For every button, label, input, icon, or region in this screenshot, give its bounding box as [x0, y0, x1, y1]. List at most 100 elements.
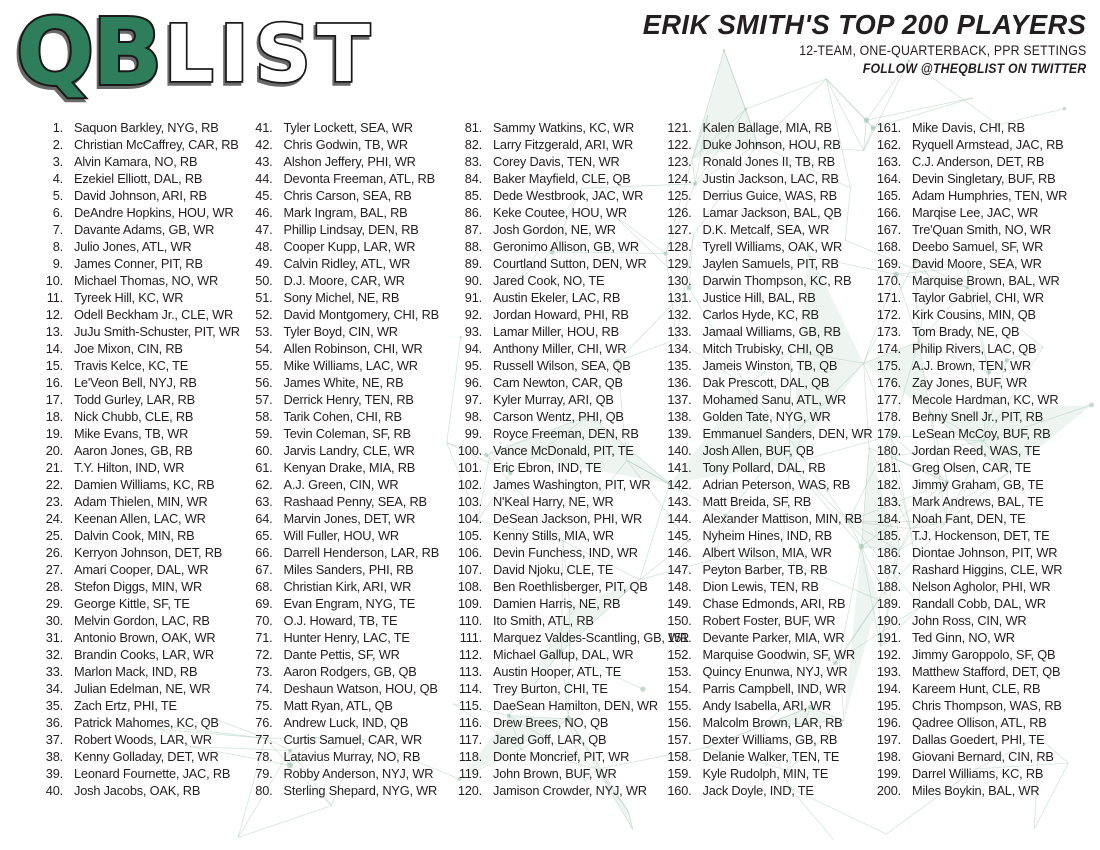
player-row: 112. Michael Gallup, DAL, WR — [455, 646, 655, 663]
player-rank: 150. — [667, 613, 692, 628]
player-rank: 121. — [667, 120, 692, 135]
player-entry: Tony Pollard, DAL, RB — [702, 460, 826, 475]
player-entry: N'Keal Harry, NE, WR — [493, 494, 614, 509]
player-row: 101. Eric Ebron, IND, TE — [455, 459, 655, 476]
player-entry: Andrew Luck, IND, QB — [283, 715, 409, 730]
player-entry: Brandin Cooks, LAR, WR — [74, 647, 214, 662]
player-row: 77. Curtis Samuel, CAR, WR — [246, 731, 446, 748]
player-entry: Randall Cobb, DAL, WR — [912, 596, 1046, 611]
player-row: 151. Devante Parker, MIA, WR — [665, 629, 865, 646]
player-entry: Qadree Ollison, ATL, RB — [912, 715, 1047, 730]
player-rank: 59. — [255, 426, 273, 441]
player-entry: Dion Lewis, TEN, RB — [702, 579, 819, 594]
player-row: 107. David Njoku, CLE, TE — [455, 561, 655, 578]
player-rank: 107. — [457, 562, 482, 577]
player-rank: 120. — [457, 783, 482, 798]
player-row: 58. Tarik Cohen, CHI, RB — [246, 408, 446, 425]
player-rank: 173. — [876, 324, 901, 339]
player-rank: 29. — [45, 596, 63, 611]
player-rank: 183. — [876, 494, 901, 509]
player-rank: 53. — [255, 324, 273, 339]
player-row: 135. Jameis Winston, TB, QB — [665, 357, 865, 374]
player-entry: Eric Ebron, IND, TE — [493, 460, 602, 475]
player-entry: Jordan Reed, WAS, TE — [912, 443, 1041, 458]
player-row: 95. Russell Wilson, SEA, QB — [455, 357, 655, 374]
player-rank: 190. — [876, 613, 901, 628]
player-entry: Matt Ryan, ATL, QB — [283, 698, 393, 713]
player-row: 79. Robby Anderson, NYJ, WR — [246, 765, 446, 782]
player-entry: Adrian Peterson, WAS, RB — [702, 477, 851, 492]
player-rank: 1. — [52, 120, 63, 135]
player-rank: 179. — [876, 426, 901, 441]
player-row: 180. Jordan Reed, WAS, TE — [874, 442, 1074, 459]
player-row: 56. James White, NE, RB — [246, 374, 446, 391]
player-row: 30. Melvin Gordon, LAC, RB — [36, 612, 236, 629]
player-row: 97. Kyler Murray, ARI, QB — [455, 391, 655, 408]
player-entry: Marquise Goodwin, SF, WR — [702, 647, 856, 662]
player-rank: 198. — [876, 749, 901, 764]
player-rank: 79. — [255, 766, 273, 781]
player-row: 59. Tevin Coleman, SF, RB — [246, 425, 446, 442]
player-rank: 85. — [464, 188, 482, 203]
player-rank: 93. — [464, 324, 482, 339]
player-row: 19. Mike Evans, TB, WR — [36, 425, 236, 442]
player-entry: T.J. Hockenson, DET, TE — [912, 528, 1050, 543]
player-row: 4. Ezekiel Elliott, DAL, RB — [36, 170, 236, 187]
player-rank: 73. — [255, 664, 273, 679]
player-entry: Julian Edelman, NE, WR — [74, 681, 211, 696]
player-entry: Alvin Kamara, NO, RB — [74, 154, 198, 169]
league-settings-subtitle: 12-TEAM, ONE-QUARTERBACK, PPR SETTINGS — [798, 42, 1086, 59]
player-row: 55. Mike Williams, LAC, WR — [246, 357, 446, 374]
player-entry: Ronald Jones II, TB, RB — [702, 154, 836, 169]
player-entry: Drew Brees, NO, QB — [493, 715, 609, 730]
player-entry: Josh Allen, BUF, QB — [702, 443, 815, 458]
player-entry: Christian McCaffrey, CAR, RB — [74, 137, 239, 152]
player-rank: 41. — [255, 120, 273, 135]
player-rank: 156. — [667, 715, 692, 730]
player-rank: 78. — [255, 749, 273, 764]
player-row: 189. Randall Cobb, DAL, WR — [874, 595, 1074, 612]
player-rank: 49. — [255, 256, 273, 271]
player-rank: 51. — [255, 290, 273, 305]
player-row: 11. Tyreek Hill, KC, WR — [36, 289, 236, 306]
player-row: 44. Devonta Freeman, ATL, RB — [246, 170, 446, 187]
player-entry: Kyler Murray, ARI, QB — [493, 392, 614, 407]
player-entry: Jordan Howard, PHI, RB — [493, 307, 629, 322]
player-entry: JuJu Smith-Schuster, PIT, WR — [74, 324, 240, 339]
player-rank: 122. — [667, 137, 692, 152]
player-row: 161. Mike Davis, CHI, RB — [874, 119, 1074, 136]
player-entry: Royce Freeman, DEN, RB — [493, 426, 639, 441]
header-text-block: ERIK SMITH'S TOP 200 PLAYERS 12-TEAM, ON… — [629, 10, 1086, 77]
player-row: 40. Josh Jacobs, OAK, RB — [36, 782, 236, 799]
player-entry: Jaylen Samuels, PIT, RB — [702, 256, 839, 271]
player-row: 8. Julio Jones, ATL, WR — [36, 238, 236, 255]
player-row: 173. Tom Brady, NE, QB — [874, 323, 1074, 340]
player-rank: 20. — [45, 443, 63, 458]
player-rank: 64. — [255, 511, 273, 526]
player-row: 27. Amari Cooper, DAL, WR — [36, 561, 236, 578]
rankings-columns: 1. Saquon Barkley, NYG, RB 2. Christian McC… — [36, 119, 1074, 799]
player-row: 164. Devin Singletary, BUF, RB — [874, 170, 1074, 187]
player-row: 72. Dante Pettis, SF, WR — [246, 646, 446, 663]
rank-column-5: 161. Mike Davis, CHI, RB 162. Ryquell Armst… — [874, 119, 1074, 799]
player-entry: Julio Jones, ATL, WR — [74, 239, 192, 254]
player-entry: Miles Boykin, BAL, WR — [912, 783, 1040, 798]
player-row: 83. Corey Davis, TEN, WR — [455, 153, 655, 170]
player-entry: Corey Davis, TEN, WR — [493, 154, 620, 169]
player-rank: 195. — [876, 698, 901, 713]
player-entry: Kenyan Drake, MIA, RB — [283, 460, 416, 475]
player-entry: Justice Hill, BAL, RB — [702, 290, 816, 305]
player-rank: 32. — [45, 647, 63, 662]
player-entry: D.K. Metcalf, SEA, WR — [702, 222, 830, 237]
player-row: 82. Larry Fitzgerald, ARI, WR — [455, 136, 655, 153]
player-entry: John Ross, CIN, WR — [912, 613, 1027, 628]
player-row: 75. Matt Ryan, ATL, QB — [246, 697, 446, 714]
player-entry: Todd Gurley, LAR, RB — [74, 392, 195, 407]
player-row: 167. Tre'Quan Smith, NO, WR — [874, 221, 1074, 238]
player-entry: Travis Kelce, KC, TE — [74, 358, 189, 373]
player-rank: 31. — [45, 630, 63, 645]
player-row: 121. Kalen Ballage, MIA, RB — [665, 119, 865, 136]
player-row: 33. Marlon Mack, IND, RB — [36, 663, 236, 680]
player-rank: 174. — [876, 341, 901, 356]
player-entry: Marqise Lee, JAC, WR — [912, 205, 1039, 220]
